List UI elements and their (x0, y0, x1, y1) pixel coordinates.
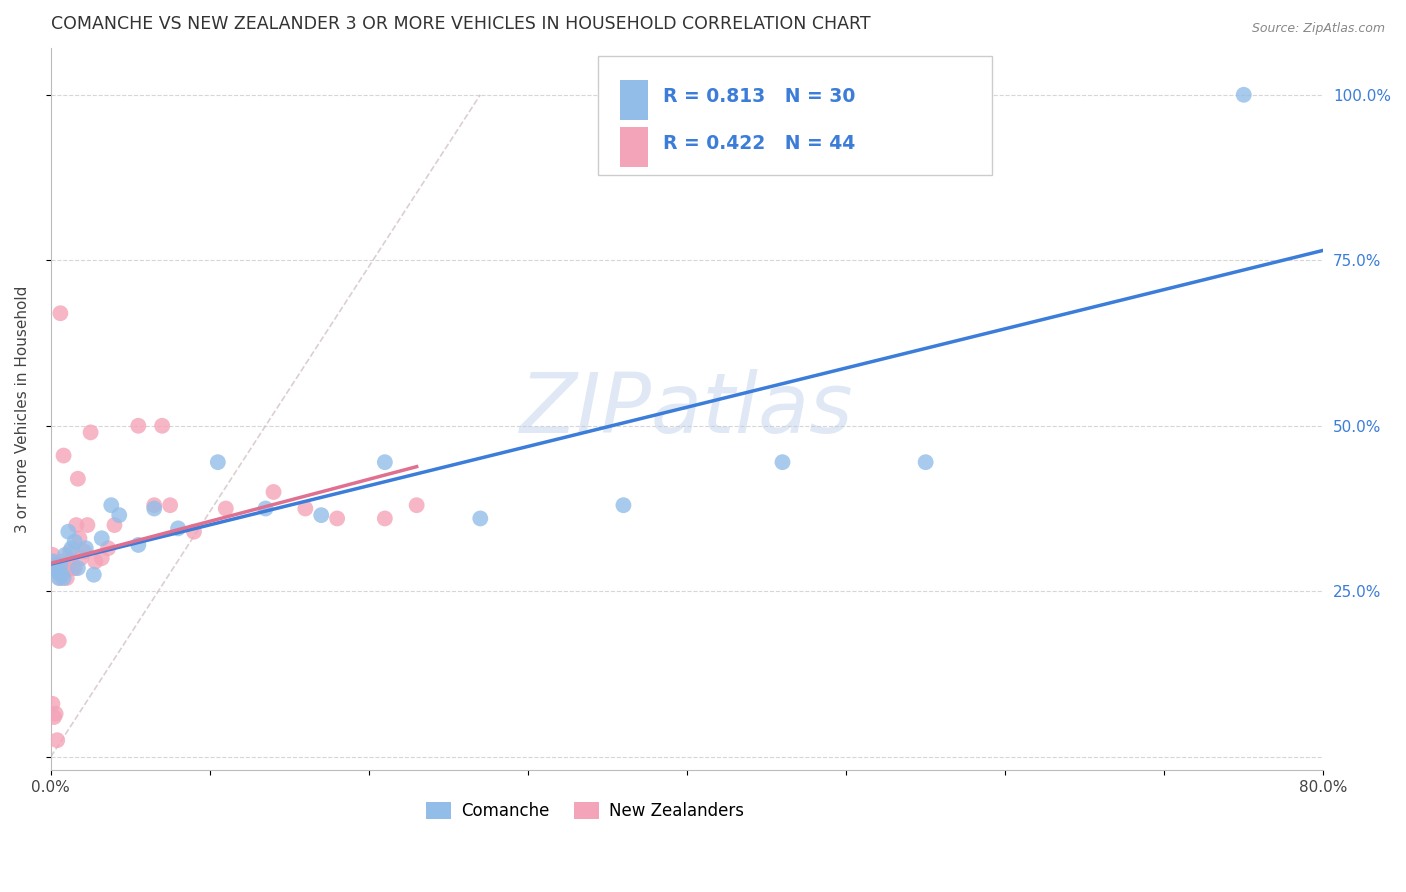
Point (405, 498, 427, 512)
Bar (620, 80, 648, 120)
Point (69, 531, 91, 545)
Point (52, 561, 75, 575)
Point (42, 554, 65, 568)
Point (470, 511, 492, 525)
Point (207, 455, 229, 469)
Point (90, 551, 112, 566)
Point (215, 501, 238, 516)
Point (51, 554, 73, 568)
Point (374, 455, 396, 469)
Point (326, 511, 349, 525)
Point (45, 558, 67, 572)
Point (52, 449, 75, 463)
Point (46, 561, 69, 575)
Point (48, 634, 70, 648)
Point (183, 524, 205, 539)
Point (90, 531, 112, 545)
Point (45, 706, 67, 721)
Point (46, 565, 69, 579)
Point (159, 498, 181, 512)
Point (63, 534, 86, 549)
Point (100, 498, 122, 512)
Text: R = 0.813   N = 30: R = 0.813 N = 30 (662, 87, 855, 106)
Point (772, 455, 794, 469)
Point (66, 561, 89, 575)
Point (1233, 87, 1256, 102)
Point (53, 548, 76, 562)
Text: ZIPatlas: ZIPatlas (520, 368, 853, 450)
Point (73, 544, 96, 558)
Point (84, 554, 107, 568)
Point (143, 501, 166, 516)
Point (150, 418, 173, 433)
Point (49, 306, 72, 320)
Point (612, 498, 634, 512)
Text: COMANCHE VS NEW ZEALANDER 3 OR MORE VEHICLES IN HOUSEHOLD CORRELATION CHART: COMANCHE VS NEW ZEALANDER 3 OR MORE VEHI… (51, 15, 870, 33)
Point (127, 538, 149, 552)
Point (58, 561, 80, 575)
Point (143, 498, 166, 512)
Point (62, 561, 84, 575)
Point (41, 697, 63, 711)
Point (294, 501, 316, 516)
Point (108, 508, 131, 523)
Point (63, 561, 86, 575)
Point (52, 571, 75, 585)
Point (70, 551, 93, 566)
Text: Source: ZipAtlas.com: Source: ZipAtlas.com (1251, 22, 1385, 36)
Point (76, 518, 98, 533)
Point (48, 565, 70, 579)
Point (97, 541, 120, 556)
Point (59, 544, 82, 558)
Point (79, 425, 101, 440)
Point (55, 571, 77, 585)
Point (167, 521, 190, 535)
FancyBboxPatch shape (598, 55, 993, 175)
Point (66, 472, 89, 486)
Point (127, 418, 149, 433)
Point (46, 733, 69, 747)
Point (103, 518, 125, 533)
Point (374, 511, 396, 525)
Legend: Comanche, New Zealanders: Comanche, New Zealanders (419, 795, 751, 827)
Text: R = 0.422   N = 44: R = 0.422 N = 44 (662, 135, 855, 153)
Bar (620, 128, 648, 167)
Point (60, 541, 83, 556)
Point (49, 571, 72, 585)
Point (42, 710, 65, 724)
Point (58, 524, 80, 539)
Point (45, 558, 67, 572)
Point (309, 508, 332, 523)
Point (49, 558, 72, 572)
Point (65, 518, 87, 533)
Point (48, 571, 70, 585)
Point (51, 567, 73, 582)
Point (83, 567, 105, 582)
Point (914, 455, 936, 469)
Point (254, 501, 277, 516)
Point (263, 485, 285, 500)
Point (75, 541, 97, 556)
Point (41, 548, 63, 562)
Point (41, 554, 63, 568)
Point (42, 561, 65, 575)
Y-axis label: 3 or more Vehicles in Household: 3 or more Vehicles in Household (15, 285, 30, 533)
Point (60, 554, 83, 568)
Point (53, 565, 76, 579)
